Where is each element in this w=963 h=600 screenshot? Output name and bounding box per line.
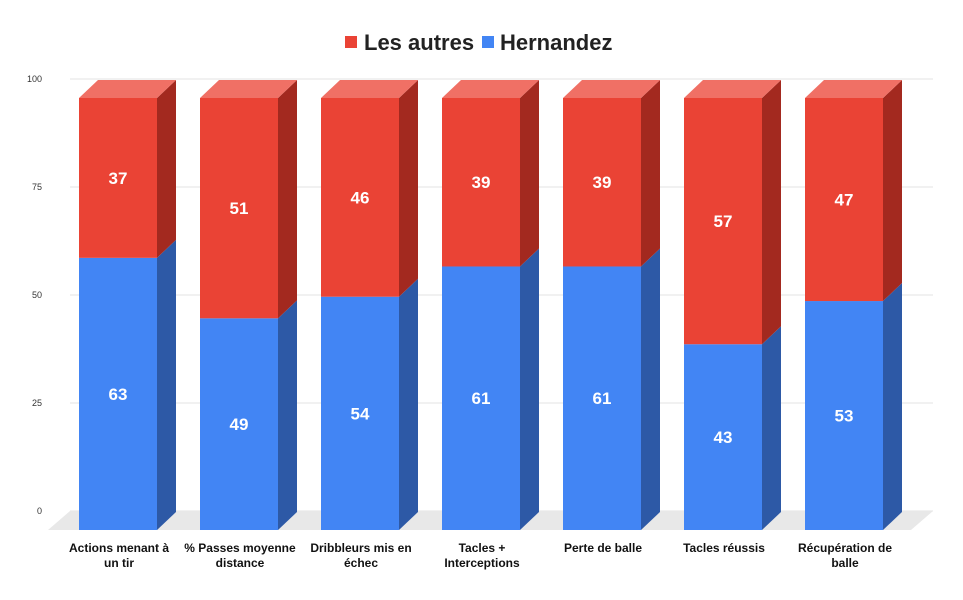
legend-swatch-les-autres (345, 36, 357, 48)
y-tick-label: 50 (32, 290, 42, 300)
data-label-hernandez: 63 (109, 385, 128, 404)
data-label-les-autres: 46 (351, 188, 370, 207)
data-label-hernandez: 53 (835, 407, 854, 426)
data-label-hernandez: 61 (593, 389, 612, 408)
bar-segment-hernandez (563, 266, 641, 530)
x-tick-label: Tacles réussis (683, 541, 765, 555)
bar-segment-les-autres (563, 98, 641, 267)
bar-side-les-autres (278, 80, 297, 319)
bar-segment-hernandez (442, 266, 520, 530)
legend-swatch-hernandez (482, 36, 494, 48)
bar-side-hernandez (399, 278, 418, 530)
bar-side-hernandez (520, 248, 539, 531)
y-tick-label: 75 (32, 182, 42, 192)
data-label-les-autres: 39 (472, 173, 491, 192)
y-tick-label: 100 (27, 74, 42, 84)
bar-top (805, 80, 902, 98)
data-label-les-autres: 57 (714, 212, 733, 231)
bar-side-les-autres (762, 80, 781, 345)
data-label-hernandez: 43 (714, 428, 733, 447)
bar-tacles-reussis: 43 57 (684, 80, 781, 530)
bar-segment-les-autres (684, 98, 762, 345)
bar-segment-hernandez (684, 344, 762, 530)
data-label-hernandez: 54 (351, 404, 370, 423)
y-axis-ticks: 0 25 50 75 100 (27, 74, 42, 516)
x-tick-label: échec (344, 556, 378, 570)
bar-recuperation-de-balle: 53 47 (805, 80, 902, 530)
bar-side-les-autres (399, 80, 418, 297)
x-tick-label: balle (831, 556, 859, 570)
data-label-les-autres: 47 (835, 191, 854, 210)
x-tick-label: Dribbleurs mis en (310, 541, 411, 555)
x-tick-label: un tir (104, 556, 134, 570)
bar-passes-moyenne-distance: 49 51 (200, 80, 297, 530)
bar-segment-hernandez (805, 301, 883, 530)
bar-top (684, 80, 781, 98)
bar-side-les-autres (641, 80, 660, 267)
x-axis-labels: Actions menant àun tir % Passes moyennedi… (69, 541, 892, 570)
bar-side-les-autres (157, 80, 176, 258)
bar-top (563, 80, 660, 98)
x-tick-label: Interceptions (444, 556, 520, 570)
bar-side-hernandez (883, 283, 902, 530)
bar-segment-les-autres (200, 98, 278, 319)
bar-side-hernandez (762, 326, 781, 530)
bar-dribbleurs-mis-en-echec: 54 46 (321, 80, 418, 530)
bar-top (79, 80, 176, 98)
bar-segment-hernandez (321, 296, 399, 530)
x-tick-label: Actions menant à (69, 541, 169, 555)
x-tick-label: distance (216, 556, 265, 570)
bar-side-hernandez (157, 239, 176, 530)
data-label-hernandez: 61 (472, 389, 491, 408)
x-tick-label: Perte de balle (564, 541, 642, 555)
legend-label-hernandez: Hernandez (500, 30, 612, 55)
bar-side-hernandez (278, 300, 297, 530)
data-label-les-autres: 37 (109, 169, 128, 188)
bar-segment-les-autres (442, 98, 520, 267)
y-tick-label: 25 (32, 398, 42, 408)
legend-label-les-autres: Les autres (364, 30, 474, 55)
bar-top (442, 80, 539, 98)
bar-segment-hernandez (79, 257, 157, 530)
bar-side-hernandez (641, 248, 660, 531)
bar-perte-de-balle: 61 39 (563, 80, 660, 531)
x-tick-label: Tacles + (459, 541, 506, 555)
data-label-les-autres: 39 (593, 173, 612, 192)
x-tick-label: Récupération de (798, 541, 892, 555)
bar-actions-menant-a-un-tir: 63 37 (79, 80, 176, 530)
bar-segment-les-autres (321, 98, 399, 297)
data-label-hernandez: 49 (230, 415, 249, 434)
bar-tacles-interceptions: 61 39 (442, 80, 539, 531)
bar-segment-les-autres (79, 98, 157, 258)
legend: Les autres Hernandez (345, 30, 612, 55)
bar-side-les-autres (883, 80, 902, 302)
bar-side-les-autres (520, 80, 539, 267)
y-tick-label: 0 (37, 506, 42, 516)
bars: 63 37 49 51 54 46 61 39 61 39 43 57 53 47 (79, 80, 902, 531)
bar-top (200, 80, 297, 98)
bar-top (321, 80, 418, 98)
bar-segment-les-autres (805, 98, 883, 302)
bar-segment-hernandez (200, 318, 278, 530)
data-label-les-autres: 51 (230, 199, 249, 218)
x-tick-label: % Passes moyenne (184, 541, 296, 555)
